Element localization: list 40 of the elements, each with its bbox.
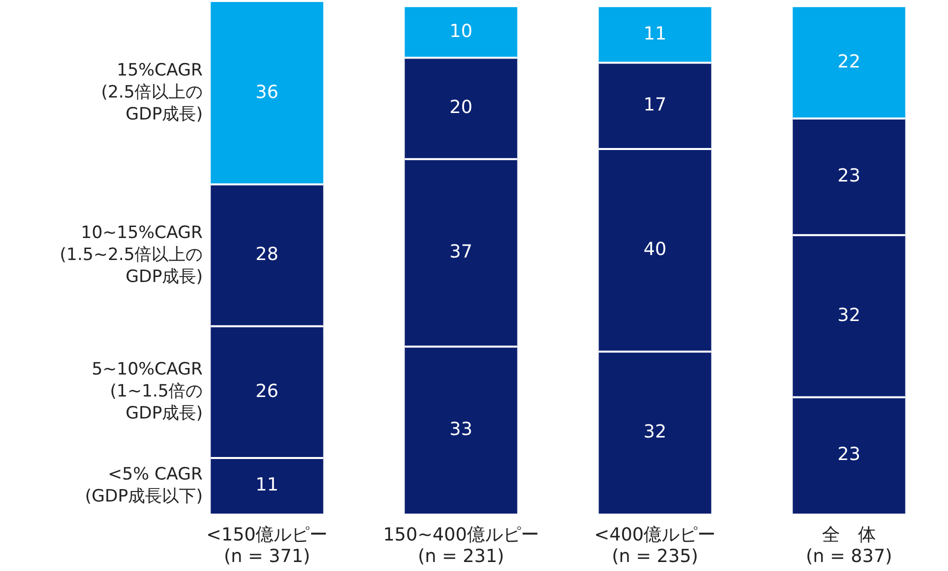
bar xyxy=(792,7,906,119)
data-label: 11 xyxy=(644,24,666,45)
bar xyxy=(404,58,518,160)
bar xyxy=(404,159,518,347)
data-label: 32 xyxy=(644,421,666,442)
bar xyxy=(210,458,324,514)
data-label: 32 xyxy=(838,304,860,326)
data-label: 10 xyxy=(450,21,472,42)
bar xyxy=(792,118,906,236)
series-label: 15%CAGR (2.5倍以上の GDP成長) xyxy=(101,60,203,125)
bar xyxy=(792,397,906,514)
data-label: 40 xyxy=(644,238,666,260)
bar xyxy=(598,7,712,63)
data-label: 22 xyxy=(838,51,860,72)
bar xyxy=(598,62,712,149)
data-label: 28 xyxy=(256,244,278,266)
x-tick-label: 全 体 (n = 837) xyxy=(806,524,892,567)
bar xyxy=(792,235,906,398)
series-label: 10~15%CAGR (1.5~2.5倍以上のGDP成長) xyxy=(60,222,203,287)
bar xyxy=(404,346,518,514)
data-label: 26 xyxy=(256,380,278,402)
series-label: 5~10%CAGR (1~1.5倍の GDP成長) xyxy=(92,360,203,424)
bar xyxy=(210,2,324,184)
data-label: 33 xyxy=(450,418,472,440)
x-tick-label: <150億ルピー (n = 371) xyxy=(206,524,328,567)
bar xyxy=(210,326,324,458)
bar xyxy=(404,7,518,58)
data-label: 11 xyxy=(256,474,278,496)
data-label: 17 xyxy=(644,94,666,116)
bar xyxy=(598,148,712,352)
x-tick-label: 150~400億ルピー (n = 231) xyxy=(383,524,539,567)
bar xyxy=(210,184,324,326)
bar xyxy=(598,352,712,514)
data-label: 37 xyxy=(450,242,472,263)
series-label: <5% CAGR (GDP成長以下) xyxy=(84,464,203,506)
data-label: 36 xyxy=(256,82,278,103)
data-label: 23 xyxy=(838,165,860,186)
data-label: 20 xyxy=(450,97,472,118)
data-label: 23 xyxy=(838,444,860,466)
x-tick-label: <400億ルピー (n = 235) xyxy=(594,524,716,567)
